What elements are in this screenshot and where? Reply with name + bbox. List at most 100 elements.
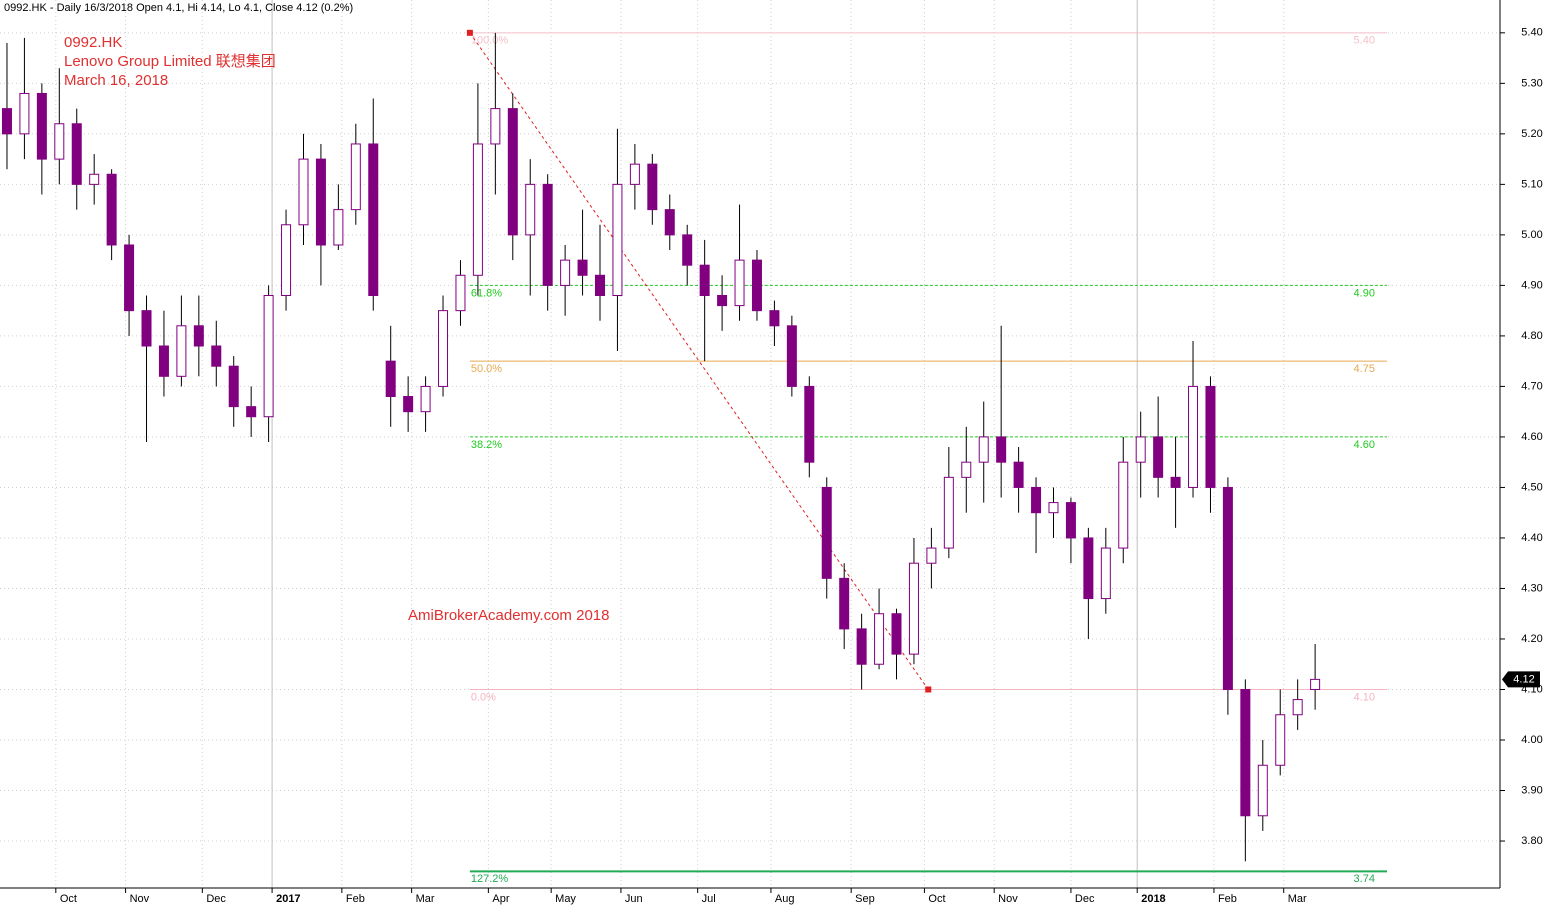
x-tick-label: Feb [346, 893, 365, 905]
fib-percent-label: 61.8% [471, 287, 502, 299]
candle-body [1100, 547, 1111, 600]
y-tick-label: 5.10 [1521, 178, 1542, 190]
candle-body [1135, 436, 1146, 463]
y-tick-label: 4.20 [1521, 633, 1542, 645]
x-tick-label: Aug [775, 893, 795, 905]
fib-percent-label: 100.0% [471, 35, 509, 47]
trend-point [925, 686, 932, 693]
candle-body [699, 264, 710, 296]
candle-body [472, 143, 483, 276]
candle-body [124, 244, 135, 312]
candle-body [804, 385, 815, 463]
fib-value-label: 4.60 [1354, 439, 1375, 451]
y-tick-label: 4.00 [1521, 734, 1542, 746]
fib-percent-label: 50.0% [471, 363, 502, 375]
candle-body [211, 345, 222, 367]
y-tick-label: 4.90 [1521, 279, 1542, 291]
candle-body [717, 294, 728, 307]
candle-body [874, 613, 885, 665]
candle-body [176, 325, 187, 377]
x-tick-label: Feb [1218, 893, 1237, 905]
candle-body [577, 259, 588, 276]
candle-body [368, 143, 379, 296]
chart-title: 0992.HK - Daily 16/3/2018 Open 4.1, Hi 4… [4, 2, 353, 14]
candle-body [1310, 678, 1321, 690]
last-price-box [1502, 671, 1540, 688]
candle-body [1205, 385, 1216, 488]
x-tick-label: May [555, 893, 576, 905]
fib-value-label: 4.90 [1354, 287, 1375, 299]
candle-body [1083, 537, 1094, 600]
x-tick-label: Jun [625, 893, 643, 905]
x-tick-label: Mar [416, 893, 435, 905]
candle-body [961, 461, 972, 478]
annotation: 0992.HK [64, 34, 122, 51]
candle-body [1048, 502, 1059, 514]
x-tick-label: Oct [928, 893, 945, 905]
y-tick-label: 5.30 [1521, 77, 1542, 89]
candle-body [19, 92, 30, 135]
candles [1, 32, 1321, 862]
candle-body [1275, 714, 1286, 766]
candle-body [612, 183, 623, 296]
annotation: Lenovo Group Limited 联想集团 [64, 53, 276, 70]
y-tick-label: 3.80 [1521, 835, 1542, 847]
candle-body [682, 234, 693, 266]
candle-body [350, 143, 361, 211]
candle-body [141, 310, 152, 347]
candle-body [490, 108, 501, 145]
candle-body [71, 123, 82, 185]
candle-body [507, 108, 518, 236]
watermark: AmiBrokerAcademy.com 2018 [408, 607, 609, 624]
candle-body [1153, 436, 1164, 478]
candle-body [786, 325, 797, 387]
candle-body [106, 173, 117, 246]
candle-body [1170, 476, 1181, 488]
y-tick-label: 4.80 [1521, 330, 1542, 342]
y-tick-label: 5.00 [1521, 229, 1542, 241]
x-tick-label: Mar [1288, 893, 1307, 905]
candle-body [1257, 764, 1268, 817]
candle-body [438, 310, 449, 387]
candle-body [36, 92, 47, 160]
candle-body [664, 209, 675, 236]
candle-body [420, 385, 431, 413]
candle-body [1, 108, 12, 135]
candle-body [1031, 486, 1042, 514]
annotation: March 16, 2018 [64, 72, 168, 89]
x-tick-label: Sep [855, 893, 875, 905]
x-tick-label: Oct [60, 893, 77, 905]
candle-body [978, 436, 989, 463]
fib-value-label: 5.40 [1354, 35, 1375, 47]
candle-body [89, 173, 100, 185]
candle-body [455, 274, 466, 312]
fibonacci: 100.0% 5.40 61.8% 4.90 50.0% 4.75 38.2% 4.60 0.0… [466, 29, 1387, 885]
candle-body [891, 613, 902, 655]
candle-body [629, 163, 640, 185]
y-tick-label: 4.60 [1521, 431, 1542, 443]
candle-body [560, 259, 571, 286]
candle-body [647, 163, 658, 211]
candle-body [1118, 461, 1129, 549]
candle-body [839, 577, 850, 630]
fib-percent-label: 38.2% [471, 439, 502, 451]
candle-body [1188, 385, 1199, 488]
x-tick-label: Nov [998, 893, 1018, 905]
candle-body [734, 259, 745, 307]
candle-body [193, 325, 204, 347]
fib-value-label: 4.75 [1354, 363, 1375, 375]
candle-body [751, 259, 762, 312]
last-price-label: 4.12 [1513, 673, 1534, 685]
x-tick-label: Dec [1075, 893, 1095, 905]
x-tick-label: Dec [206, 893, 226, 905]
candle-body [1240, 688, 1251, 817]
y-tick-label: 4.70 [1521, 380, 1542, 392]
candle-body [54, 123, 65, 160]
x-tick-label: Jul [702, 893, 716, 905]
candle-body [908, 562, 919, 655]
y-tick-label: 4.30 [1521, 582, 1542, 594]
candle-body [1222, 486, 1233, 690]
